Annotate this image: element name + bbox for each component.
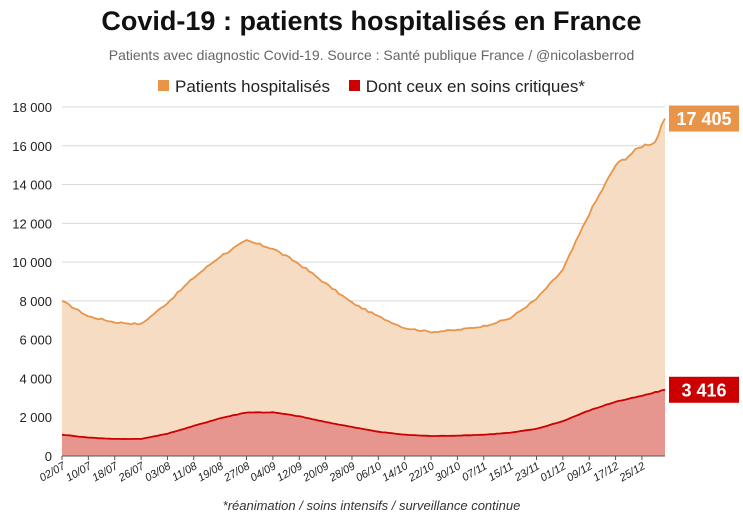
x-tick-label: 09/12 [565,460,595,484]
x-tick-label: 11/08 [170,460,200,484]
legend-swatch-soins-critiques [348,80,360,91]
x-tick-label: 27/08 [221,460,252,485]
chart-subtitle: Patients avec diagnostic Covid-19. Sourc… [108,47,635,63]
x-tick-label: 10/07 [64,460,95,485]
legend-label-hospitalises: Patients hospitalisés [175,77,330,96]
y-tick-label: 6 000 [19,333,52,348]
area-hospitalises [62,118,665,456]
legend-swatch-hospitalises [158,80,170,91]
x-tick-label: 03/08 [143,460,174,485]
x-tick-label: 18/07 [90,460,121,485]
y-tick-label: 2 000 [19,410,52,425]
x-tick-label: 30/10 [433,460,464,485]
end-label-hospitalises: 17 405 [676,109,731,129]
y-tick-label: 10 000 [12,255,52,270]
x-tick-label: 20/09 [300,460,331,485]
x-tick-label: 26/07 [116,460,147,485]
x-tick-label: 02/07 [38,460,69,485]
x-tick-label: 06/10 [354,460,385,485]
chart-title: Covid-19 : patients hospitalisés en Fran… [101,6,642,36]
y-tick-label: 12 000 [12,216,52,231]
x-tick-label: 19/08 [196,460,227,485]
x-tick-label: 01/12 [539,460,569,484]
legend: Patients hospitalisés Dont ceux en soins… [0,77,743,97]
end-label-box-soins-critiques [669,376,739,403]
x-tick-label: 25/12 [617,460,648,485]
legend-item-soins-critiques[interactable]: Dont ceux en soins critiques* [348,77,585,97]
line-hospitalises [61,118,666,334]
x-tick-label: 07/11 [460,460,489,484]
x-tick-label: 17/12 [591,460,621,484]
y-tick-label: 4 000 [19,371,52,386]
x-tick-label: 14/10 [380,460,411,485]
y-tick-label: 16 000 [12,139,52,154]
x-tick-label: 23/11 [512,460,542,484]
legend-label-soins-critiques: Dont ceux en soins critiques* [365,77,585,96]
end-label-box-hospitalises [669,105,739,132]
legend-item-hospitalises[interactable]: Patients hospitalisés [158,77,330,97]
x-tick-label: 12/09 [275,460,305,484]
x-tick-label: 22/10 [406,460,437,485]
y-tick-label: 18 000 [12,100,52,115]
y-tick-label: 8 000 [19,294,52,309]
chart-footnote: *réanimation / soins intensifs / surveil… [222,498,521,513]
x-tick-label: 28/09 [327,460,358,485]
x-tick-label: 15/11 [486,460,515,484]
y-tick-label: 0 [45,449,52,464]
y-tick-label: 14 000 [12,178,52,193]
line-soins-critiques [61,388,666,440]
area-soins-critiques [62,389,665,456]
x-tick-label: 04/09 [249,460,279,484]
end-label-soins-critiques: 3 416 [681,380,726,400]
